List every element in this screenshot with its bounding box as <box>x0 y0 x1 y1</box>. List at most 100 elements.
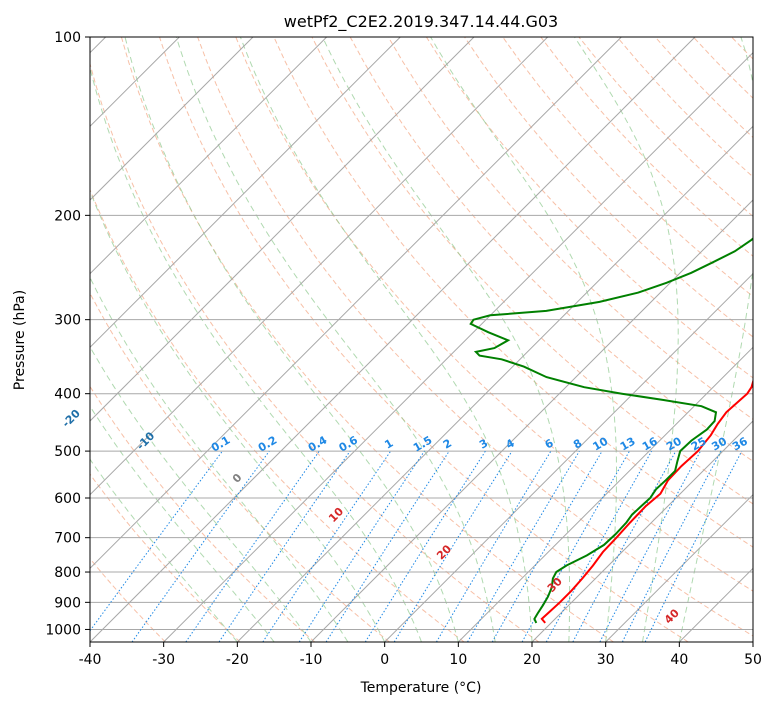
moist-adiabat-line <box>90 405 275 642</box>
moist-adiabat-line <box>678 37 753 642</box>
mixing-ratio-line <box>262 450 392 642</box>
dry-adiabat-label: 30 <box>545 575 565 595</box>
isotherm-line <box>163 51 753 642</box>
isotherm-line <box>384 272 753 642</box>
dry-adiabat-line <box>692 37 753 99</box>
moist-adiabat-line <box>90 345 312 642</box>
isotherm-line <box>90 37 475 422</box>
x-tick-label: -20 <box>226 652 249 668</box>
isotherm-line <box>90 37 328 275</box>
mixing-ratio-line <box>599 450 701 642</box>
moist-adiabat-line <box>90 458 238 642</box>
mixing-ratio-line <box>131 450 270 642</box>
dry-adiabat-label: -30 <box>0 368 4 391</box>
isotherm-line <box>310 199 753 642</box>
dry-adiabat-line <box>90 292 390 642</box>
mixing-ratio-line <box>644 450 743 642</box>
dry-adiabat-line <box>578 37 753 218</box>
mixing-ratio-line <box>521 450 630 642</box>
x-tick-label: -40 <box>79 652 102 668</box>
x-tick-label: -30 <box>152 652 175 668</box>
mixing-ratio-line <box>467 450 580 642</box>
x-tick-label: -10 <box>300 652 323 668</box>
dry-adiabat-line <box>120 37 614 642</box>
moist-adiabat-line <box>430 37 617 642</box>
y-tick-label: 800 <box>54 565 81 581</box>
moist-adiabat-line <box>90 276 349 642</box>
dry-adiabat-line <box>90 473 241 642</box>
moist-adiabat-line <box>90 189 386 642</box>
dry-adiabat-label: 0 <box>230 471 245 486</box>
dry-adiabat-line <box>90 188 465 642</box>
dry-adiabat-line <box>770 37 775 642</box>
mixing-ratio-line <box>393 450 513 642</box>
isotherm-line <box>752 641 753 642</box>
mixing-ratio-label: 1 <box>382 437 395 452</box>
plot-frame <box>89 36 754 643</box>
dry-adiabat-line <box>90 62 540 642</box>
dry-adiabat-line <box>197 37 753 637</box>
isotherm-line <box>90 37 254 201</box>
dry-adiabat-line <box>90 385 316 642</box>
y-tick-label: 500 <box>54 444 81 460</box>
dry-adiabat-line <box>90 557 166 642</box>
mixing-ratio-label: 2 <box>441 437 454 452</box>
dewpoint-profile-line <box>469 237 753 624</box>
isotherm-line <box>457 346 753 642</box>
y-tick-label: 900 <box>54 595 81 611</box>
mixing-ratio-line <box>218 450 351 642</box>
dry-adiabat-label: 10 <box>326 505 346 525</box>
isotherm-line <box>90 37 549 496</box>
dry-adiabat-line <box>311 37 753 505</box>
mixing-ratio-label: 6 <box>543 436 556 451</box>
mixing-ratio-line <box>572 450 677 642</box>
isotherm-line <box>236 125 753 642</box>
isotherm-line <box>90 37 622 570</box>
moist-adiabat-line <box>574 37 679 642</box>
x-tick-label: 40 <box>670 652 688 668</box>
dry-adiabat-label: -20 <box>60 407 83 430</box>
moist-adiabat-line <box>239 37 533 642</box>
mixing-ratio-line <box>298 450 425 642</box>
dry-adiabat-line <box>273 37 753 548</box>
y-tick-label: 300 <box>54 313 81 329</box>
dry-adiabat-line <box>159 37 689 642</box>
dry-adiabat-label: 40 <box>662 606 682 626</box>
mixing-ratio-label: 4 <box>504 436 517 451</box>
y-tick-label: 1000 <box>45 622 81 638</box>
mixing-ratio-line <box>545 450 653 642</box>
x-tick-label: 50 <box>744 652 762 668</box>
x-tick-label: 0 <box>380 652 389 668</box>
dry-adiabat-line <box>464 37 753 338</box>
dry-adiabat-label: -10 <box>134 429 157 452</box>
x-axis-label: Temperature (°C) <box>360 680 482 696</box>
moist-adiabat-line <box>124 37 459 642</box>
isotherm-line <box>531 420 753 642</box>
y-axis-label: Pressure (hPa) <box>12 290 28 390</box>
x-tick-label: 10 <box>449 652 467 668</box>
moist-adiabat-line <box>175 37 496 642</box>
mixing-ratio-line <box>435 450 552 642</box>
isotherm-line <box>678 567 753 642</box>
mixing-ratio-line <box>621 450 722 642</box>
dry-adiabat-line <box>425 37 753 379</box>
isotherm-line <box>90 37 696 642</box>
dry-adiabat-line <box>235 37 753 592</box>
dry-adiabat-line <box>654 37 753 139</box>
moist-adiabat-line <box>322 37 571 642</box>
mixing-ratio-line <box>364 450 486 642</box>
y-tick-label: 100 <box>54 30 81 46</box>
moist-adiabat-line <box>90 65 422 642</box>
chart-title: wetPf2_C2E2.2019.347.14.44.G03 <box>284 12 558 32</box>
isotherm-line <box>605 493 753 642</box>
y-tick-label: 700 <box>54 531 81 547</box>
dry-adiabat-label: 20 <box>434 542 454 562</box>
mixing-ratio-line <box>185 450 320 642</box>
y-tick-label: 600 <box>54 491 81 507</box>
isotherm-line <box>90 37 401 349</box>
temperature-profile-line <box>540 378 753 624</box>
x-tick-label: 30 <box>597 652 615 668</box>
y-tick-label: 200 <box>54 208 81 224</box>
mixing-ratio-line <box>325 450 450 642</box>
